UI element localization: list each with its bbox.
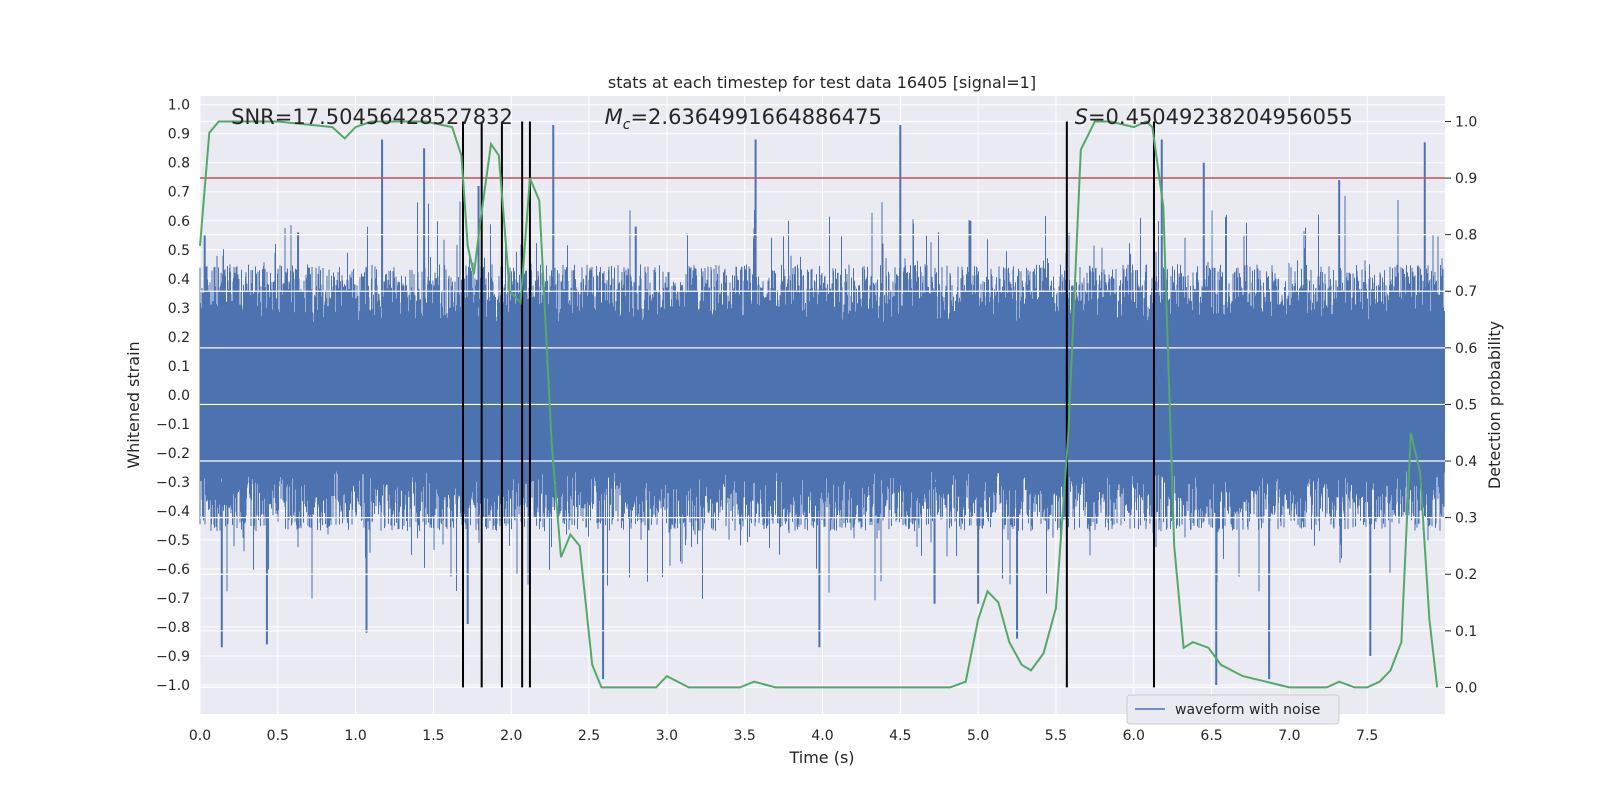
y-tick-label: 0.8 <box>168 156 190 172</box>
x-tick-label: 4.5 <box>889 728 911 744</box>
y-tick-label: −0.5 <box>156 533 190 549</box>
y-tick-label: 0.5 <box>168 243 190 259</box>
x-tick-label: 6.5 <box>1200 728 1222 744</box>
x-tick-label: 0.0 <box>189 728 211 744</box>
y-right-tick-label: 0.3 <box>1455 511 1477 527</box>
y-right-tick-label: 0.6 <box>1455 341 1477 357</box>
legend-label: waveform with noise <box>1175 702 1320 718</box>
x-tick-label: 7.0 <box>1278 728 1300 744</box>
y-right-tick-label: 0.1 <box>1455 624 1477 640</box>
stat-annotation: S=0.45049238204956055 <box>1075 105 1353 129</box>
stat-annotation: SNR=17.50456428527832 <box>231 105 513 129</box>
plot-content <box>199 120 1445 689</box>
y-right-tick-label: 0.4 <box>1455 454 1477 470</box>
y-tick-label: 0.2 <box>168 330 190 346</box>
y-axis-label: Whitened strain <box>124 341 143 468</box>
noise-waveform-core <box>200 351 1445 453</box>
y-tick-label: 0.4 <box>168 272 190 288</box>
y-right-tick-label: 1.0 <box>1455 114 1477 130</box>
y-tick-label: −0.8 <box>156 620 190 636</box>
y-tick-label: −0.4 <box>156 504 190 520</box>
x-tick-label: 3.0 <box>656 728 678 744</box>
y-tick-label: 0.7 <box>168 185 190 201</box>
x-tick-label: 5.0 <box>967 728 989 744</box>
y-tick-label: −0.7 <box>156 591 190 607</box>
y-right-tick-label: 0.7 <box>1455 284 1477 300</box>
y-right-tick-label: 0.0 <box>1455 680 1477 696</box>
y-tick-label: −0.3 <box>156 475 190 491</box>
y-tick-label: −1.0 <box>156 678 190 694</box>
y-tick-label: 0.0 <box>168 388 190 404</box>
x-tick-label: 7.5 <box>1356 728 1378 744</box>
y-tick-label: −0.2 <box>156 446 190 462</box>
x-tick-label: 1.5 <box>422 728 444 744</box>
y-tick-label: 0.6 <box>168 214 190 230</box>
y-tick-label: −0.9 <box>156 649 190 665</box>
x-tick-label: 2.0 <box>500 728 522 744</box>
x-axis-label: Time (s) <box>788 748 854 767</box>
x-tick-label: 5.5 <box>1045 728 1067 744</box>
y-tick-label: −0.6 <box>156 562 190 578</box>
chart-title: stats at each timestep for test data 164… <box>608 73 1036 92</box>
annotations: SNR=17.50456428527832 Mc=2.63649916648864… <box>231 105 1353 133</box>
y-right-tick-label: 0.9 <box>1455 171 1477 187</box>
y-right-axis-label: Detection probability <box>1485 321 1504 489</box>
x-tick-label: 1.0 <box>344 728 366 744</box>
stat-annotation: Mc=2.6364991664886475 <box>605 105 882 133</box>
legend-box <box>1126 694 1340 725</box>
y-tick-label: −0.1 <box>156 417 190 433</box>
x-tick-label: 2.5 <box>578 728 600 744</box>
detection-probability-series <box>199 120 1439 689</box>
y-right-tick-label: 0.2 <box>1455 567 1477 583</box>
y-tick-label: 0.1 <box>168 359 190 375</box>
x-tick-label: 3.5 <box>734 728 756 744</box>
x-tick-label: 4.0 <box>811 728 833 744</box>
legend: waveform with noise <box>1126 694 1340 725</box>
x-tick-label: 6.0 <box>1123 728 1145 744</box>
x-tick-label: 0.5 <box>267 728 289 744</box>
y-right-tick-label: 0.8 <box>1455 228 1477 244</box>
y-tick-label: 1.0 <box>168 98 190 114</box>
y-right-tick-label: 0.5 <box>1455 397 1477 413</box>
axis-ticks: 0.0 0.5 1.0 1.5 2.0 2.5 3.0 3.5 4.0 4.5 5.0 5.5 6.0 6… <box>156 98 1477 744</box>
y-tick-label: 0.9 <box>168 127 190 143</box>
y-tick-label: 0.3 <box>168 301 190 317</box>
